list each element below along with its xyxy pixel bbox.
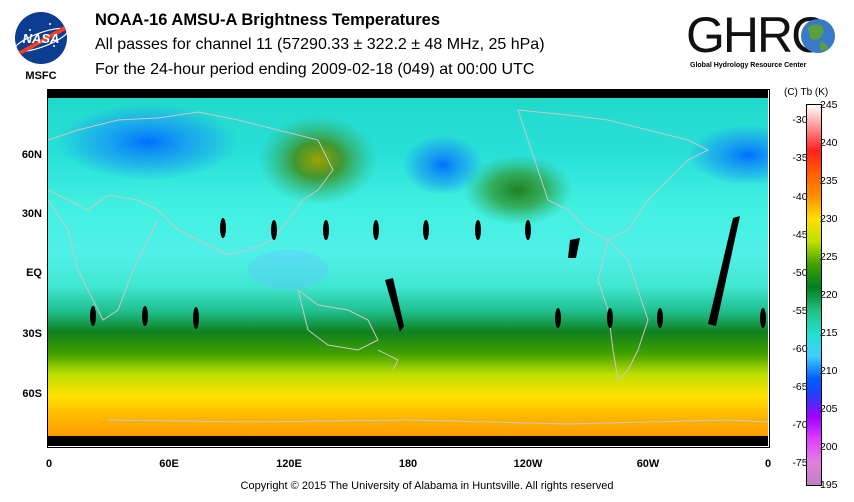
brightness-map <box>47 90 808 446</box>
celsius-label: -60 <box>792 343 808 355</box>
celsius-label: -75 <box>792 457 808 469</box>
kelvin-label: 240 <box>820 137 838 149</box>
kelvin-label: 245 <box>820 99 838 111</box>
kelvin-label: 235 <box>820 175 838 187</box>
ghrc-logo: GHRC Global Hydrology Resource Center <box>686 7 846 74</box>
kelvin-label: 210 <box>820 365 838 377</box>
lon-label-120e: 120E <box>276 458 302 470</box>
orbit-gaps <box>90 216 766 332</box>
svg-text:NASA: NASA <box>23 31 60 46</box>
celsius-label: -30 <box>792 114 808 126</box>
lon-label-0-west: 0 <box>45 458 53 470</box>
lat-label-30n: 30N <box>21 208 42 220</box>
celsius-label: -55 <box>792 305 808 317</box>
lat-label-60s: 60S <box>22 388 42 400</box>
kelvin-label: 225 <box>820 251 838 263</box>
kelvin-label: 195 <box>820 479 838 491</box>
ghrc-subtitle: Global Hydrology Resource Center <box>690 62 807 69</box>
copyright-notice: Copyright © 2015 The University of Alaba… <box>240 480 614 492</box>
map-svg <box>47 90 808 446</box>
kelvin-label: 205 <box>820 403 838 415</box>
lat-label-eq: EQ <box>26 267 42 279</box>
msfc-label: MSFC <box>25 70 57 82</box>
lon-label-60e: 60E <box>159 458 179 470</box>
title-line-3: For the 24-hour period ending 2009-02-18… <box>95 61 535 78</box>
coastlines <box>47 109 769 425</box>
lat-label-60n: 60N <box>21 149 42 161</box>
celsius-label: -65 <box>792 381 808 393</box>
map-frame <box>47 89 770 448</box>
kelvin-label: 215 <box>820 327 838 339</box>
kelvin-label: 220 <box>820 289 838 301</box>
colorbar <box>806 104 822 486</box>
title-line-2: All passes for channel 11 (57290.33 ± 32… <box>95 36 545 53</box>
kelvin-label: 230 <box>820 213 838 225</box>
lon-label-0-east: 0 <box>764 458 772 470</box>
nasa-logo: NASA MSFC <box>10 8 72 82</box>
celsius-label: -40 <box>792 191 808 203</box>
globe-icon <box>801 19 835 53</box>
celsius-label: -35 <box>792 152 808 164</box>
nasa-meatball-icon: NASA <box>13 12 69 64</box>
lon-label-60w: 60W <box>636 458 660 470</box>
kelvin-label: 200 <box>820 441 838 453</box>
lat-label-30s: 30S <box>22 328 42 340</box>
celsius-label: -45 <box>792 229 808 241</box>
celsius-label: -50 <box>792 267 808 279</box>
lon-label-120w: 120W <box>513 458 543 470</box>
colorbar-header: (C) Tb (K) <box>784 87 829 98</box>
lon-label-180: 180 <box>398 458 418 470</box>
title-line-1: NOAA-16 AMSU-A Brightness Temperatures <box>95 11 441 29</box>
celsius-label: -70 <box>792 419 808 431</box>
